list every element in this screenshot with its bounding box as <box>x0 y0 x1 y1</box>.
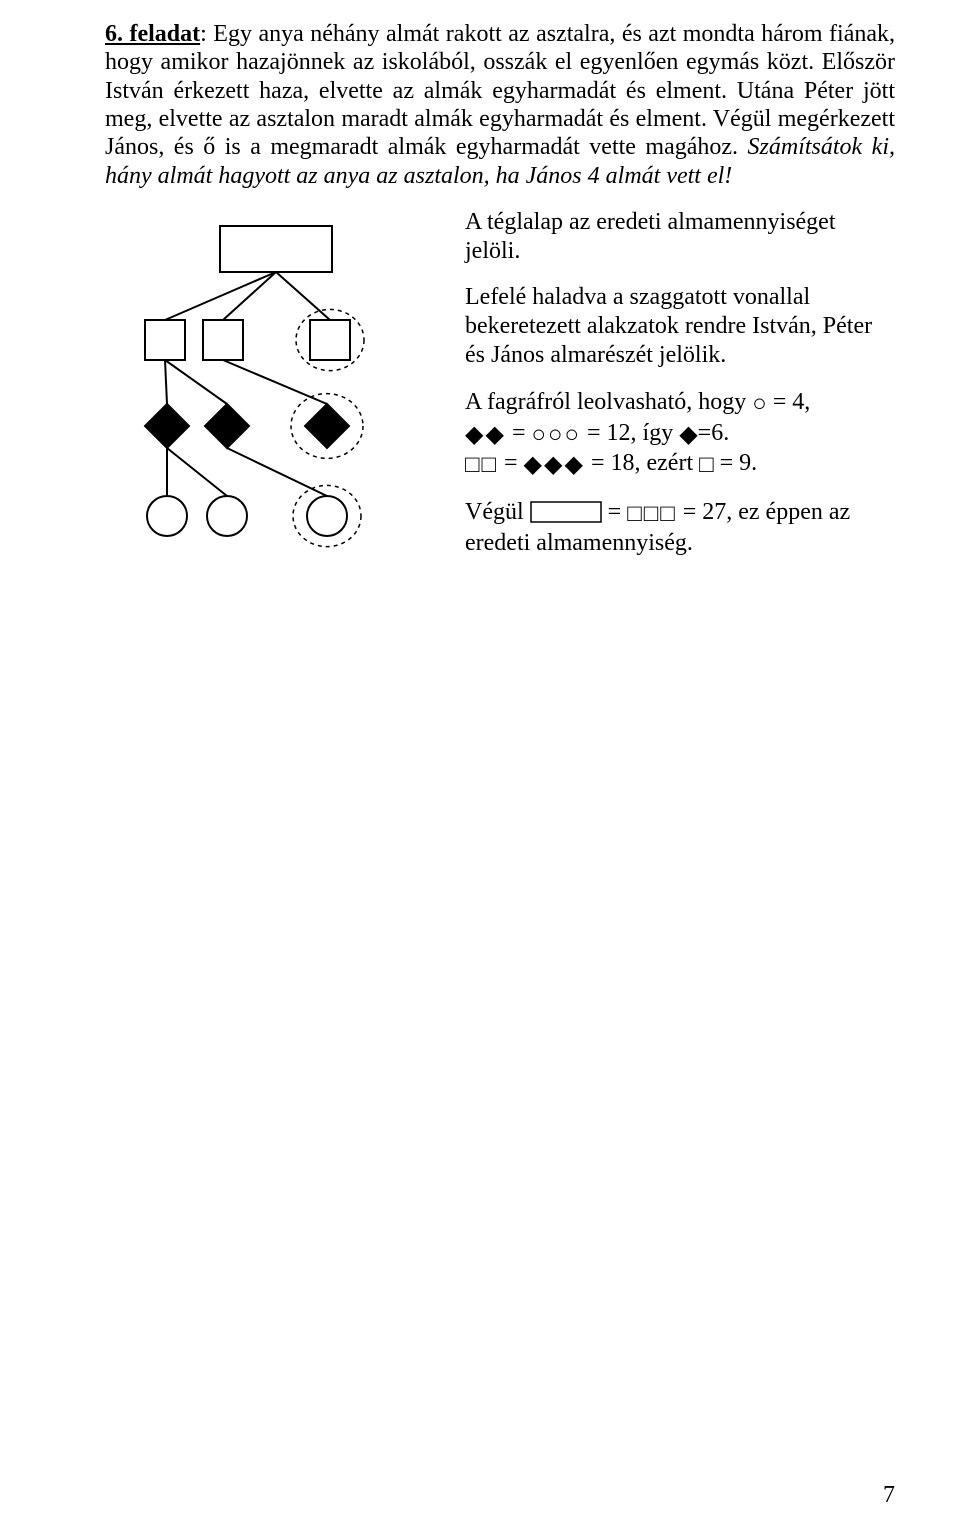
page-number: 7 <box>883 1482 895 1509</box>
tree-diagram <box>105 214 415 624</box>
square-icon: □ <box>699 452 714 478</box>
diamond-icon: ◆◆ <box>465 422 506 448</box>
rect-icon <box>530 501 602 523</box>
explanation-column: A téglalap az eredeti almamennyiséget je… <box>465 208 895 576</box>
page: 6. feladat: Egy anya néhány almát rakott… <box>0 0 960 1529</box>
content-columns: A téglalap az eredeti almamennyiséget je… <box>105 208 895 624</box>
square-icon: □□□ <box>627 501 677 527</box>
circle-icon: ○○○ <box>531 422 581 448</box>
circle-icon: ○ <box>752 391 767 417</box>
explain-p2: Lefelé haladva a szaggatott vonallal bek… <box>465 283 895 369</box>
explain-p1: A téglalap az eredeti almamennyiséget je… <box>465 208 895 266</box>
diamond-icon: ◆◆◆ <box>524 452 585 478</box>
diagram-column <box>105 208 465 624</box>
explain-p3: A fagráfról leolvasható, hogy ○ = 4, ◆◆ … <box>465 388 895 480</box>
problem-title: 6. feladat <box>105 21 200 47</box>
explain-p4: Végül = □□□ = 27, ez éppen az eredeti al… <box>465 498 895 558</box>
square-icon: □□ <box>465 452 498 478</box>
problem-paragraph: 6. feladat: Egy anya néhány almát rakott… <box>105 20 895 190</box>
diamond-icon: ◆ <box>679 422 697 448</box>
